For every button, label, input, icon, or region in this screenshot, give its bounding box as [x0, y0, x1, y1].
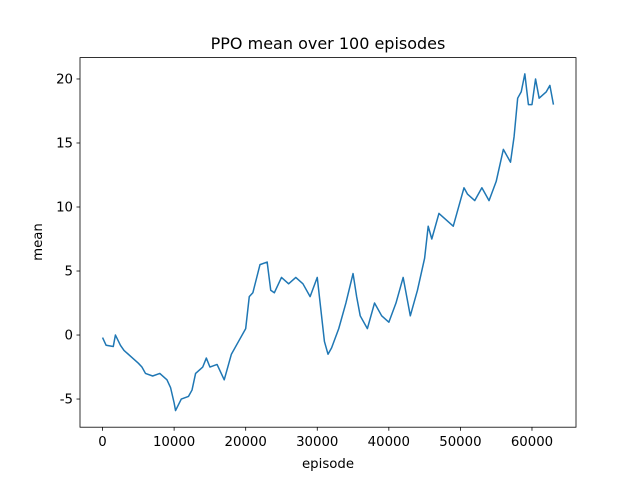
y-tick-label: 10 [56, 201, 73, 216]
y-tick-label: 5 [65, 265, 73, 280]
y-tick-label: -5 [60, 393, 73, 408]
x-tick-label: 10000 [153, 435, 195, 450]
x-axis-label: episode [302, 457, 354, 472]
y-axis-label: mean [31, 223, 46, 261]
chart-title: PPO mean over 100 episodes [211, 34, 446, 53]
y-tick-label: 0 [65, 329, 73, 344]
x-tick-label: 40000 [368, 435, 410, 450]
data-line [101, 73, 555, 412]
y-tick-label: 20 [56, 72, 73, 87]
x-tick-label: 50000 [439, 435, 481, 450]
y-tick-label: 15 [56, 136, 73, 151]
x-tick-label: 60000 [511, 435, 553, 450]
x-tick-label: 20000 [225, 435, 267, 450]
plot-frame [79, 57, 577, 428]
x-tick-label: 0 [98, 435, 106, 450]
x-tick-label: 30000 [296, 435, 338, 450]
